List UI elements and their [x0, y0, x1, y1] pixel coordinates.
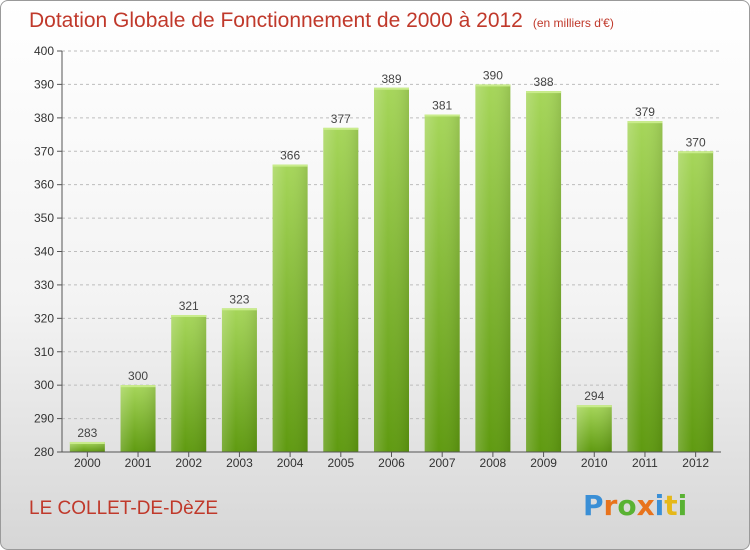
- chart-unit: (en milliers d'€): [532, 16, 614, 30]
- data-label: 388: [534, 75, 554, 89]
- bar-top-edge: [171, 314, 207, 317]
- bar-top-edge: [69, 441, 105, 444]
- bar-shading: [678, 151, 714, 452]
- x-tick-label: 2006: [378, 456, 405, 470]
- y-tick-label: 370: [34, 144, 54, 158]
- y-tick-label: 350: [34, 211, 54, 225]
- y-tick-label: 360: [34, 178, 54, 192]
- brand-letter: P: [583, 489, 604, 522]
- y-tick-label: 390: [34, 77, 54, 91]
- bar-shading: [272, 164, 308, 452]
- bar-shading: [576, 405, 612, 452]
- y-tick-label: 290: [34, 412, 54, 426]
- data-label: 300: [128, 369, 148, 383]
- data-label: 366: [280, 149, 300, 163]
- data-label: 381: [432, 98, 452, 112]
- data-labels: 283 300 321 323 366 377 389 381 390 388 294 379 370: [77, 68, 706, 440]
- x-tick-label: 2010: [581, 456, 608, 470]
- chart-title-text: Dotation Globale de Fonctionnement de 20…: [29, 9, 523, 32]
- x-tick-label: 2007: [429, 456, 456, 470]
- y-tick-label: 280: [34, 445, 54, 459]
- data-label: 379: [635, 105, 655, 119]
- bar-top-edge: [272, 164, 308, 167]
- bar-shading: [475, 84, 511, 453]
- bar-top-edge: [120, 385, 156, 388]
- bar-top-edge: [323, 127, 359, 130]
- brand-letter: o: [617, 489, 637, 522]
- bars: [69, 84, 714, 453]
- data-label: 283: [77, 426, 97, 440]
- bar-shading: [627, 121, 663, 453]
- bar-shading: [526, 91, 562, 452]
- bar-top-edge: [475, 84, 511, 87]
- y-tick-label: 330: [34, 278, 54, 292]
- y-tick-label: 400: [34, 44, 54, 58]
- bar-shading: [171, 314, 207, 452]
- brand-letter: r: [603, 489, 618, 522]
- x-tick-label: 2008: [480, 456, 507, 470]
- x-tick-label: 2005: [327, 456, 354, 470]
- x-tick-label: 2009: [530, 456, 557, 470]
- brand-letter: i: [654, 489, 665, 522]
- y-tick-label: 380: [34, 111, 54, 125]
- bar-top-edge: [627, 121, 663, 124]
- y-tick-label: 340: [34, 245, 54, 259]
- data-label: 294: [584, 389, 604, 403]
- x-tick-label: 2011: [632, 456, 658, 470]
- brand-letter: t: [664, 489, 678, 522]
- bar-shading: [221, 308, 257, 452]
- bar-shading: [120, 385, 156, 452]
- y-tick-label: 320: [34, 311, 54, 325]
- bar-top-edge: [424, 114, 460, 117]
- bar-top-edge: [576, 405, 612, 408]
- data-label: 389: [381, 72, 401, 86]
- y-tick-label: 310: [34, 345, 54, 359]
- brand-letter: x: [636, 489, 655, 522]
- bar-top-edge: [526, 91, 562, 94]
- y-tick-label: 300: [34, 378, 54, 392]
- bar-shading: [424, 114, 460, 452]
- data-label: 321: [179, 299, 199, 313]
- bar-top-edge: [221, 308, 257, 311]
- x-tick-label: 2003: [226, 456, 253, 470]
- brand-logo: Proxiti: [583, 489, 687, 522]
- x-tick-label: 2001: [125, 456, 152, 470]
- bar-shading: [323, 127, 359, 452]
- axes: 280 290 300 310 320 330 340 350 360 370 380 390 400 2…: [34, 44, 721, 470]
- commune-name: LE COLLET-DE-DèZE: [29, 498, 218, 519]
- bar-top-edge: [374, 87, 409, 90]
- x-tick-label: 2000: [74, 456, 101, 470]
- bar-shading: [69, 441, 105, 452]
- data-label: 370: [686, 135, 706, 149]
- x-tick-label: 2002: [175, 456, 202, 470]
- data-label: 377: [331, 112, 351, 126]
- bar-shading: [374, 87, 409, 452]
- x-tick-label: 2004: [277, 456, 304, 470]
- x-tick-label: 2012: [682, 456, 709, 470]
- data-label: 323: [229, 292, 249, 306]
- brand-letter: i: [677, 489, 688, 522]
- bar-top-edge: [678, 151, 714, 154]
- chart-title: Dotation Globale de Fonctionnement de 20…: [29, 9, 614, 33]
- data-label: 390: [483, 68, 503, 82]
